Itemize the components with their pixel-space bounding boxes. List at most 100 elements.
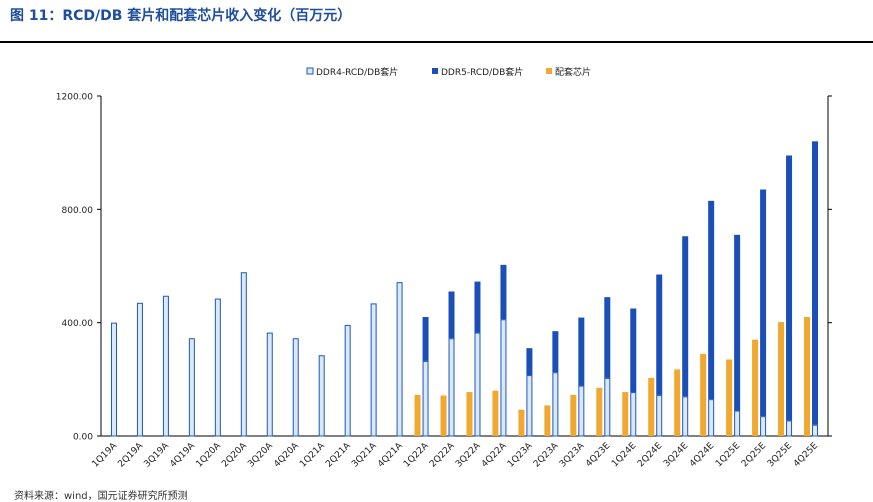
- bar-chip: [778, 322, 785, 436]
- title-rule: [0, 41, 873, 43]
- bar-ddr5: [786, 155, 793, 421]
- bar-ddr4: [526, 375, 533, 437]
- bar-ddr4: [630, 392, 637, 437]
- x-tick-label: 3Q22A: [454, 440, 483, 469]
- bar-ddr4: [214, 298, 221, 437]
- bar-ddr4: [708, 399, 715, 437]
- y-tick-label: 800.00: [62, 206, 94, 216]
- bar-ddr5: [760, 189, 767, 417]
- legend-label: 配套芯片: [555, 66, 591, 78]
- x-tick-label: 2Q23A: [532, 440, 561, 469]
- bar-ddr4: [292, 338, 299, 437]
- x-tick-label: 1Q22A: [402, 440, 431, 469]
- bar-ddr5: [630, 308, 637, 393]
- bar-chip: [700, 353, 707, 436]
- bar-chip: [492, 390, 499, 436]
- x-tick-label: 4Q22A: [480, 440, 509, 469]
- bar-ddr4: [682, 396, 689, 437]
- bar-ddr4: [604, 377, 611, 437]
- bar-ddr5: [422, 317, 429, 361]
- y-tick-label: 0.00: [73, 433, 93, 443]
- bar-chip: [726, 359, 733, 436]
- x-tick-label: 3Q20A: [246, 440, 275, 469]
- x-tick-label: 4Q21A: [376, 440, 405, 469]
- x-tick-label: 1Q20A: [194, 440, 223, 469]
- bar-ddr4: [266, 332, 273, 437]
- bar-chip: [466, 392, 473, 436]
- bar-chip: [674, 369, 681, 436]
- x-tick-label: 1Q19A: [91, 440, 120, 469]
- bar-ddr4: [578, 385, 585, 437]
- bar-ddr4: [370, 303, 377, 437]
- x-tick-label: 4Q23E: [584, 441, 612, 469]
- bar-ddr5: [578, 317, 585, 386]
- bar-chip: [414, 394, 421, 436]
- bar-chip: [648, 377, 655, 436]
- bar-ddr5: [500, 264, 507, 320]
- x-tick-label: 4Q19A: [168, 440, 197, 469]
- bar-ddr4: [396, 282, 403, 437]
- x-tick-label: 2Q20A: [220, 440, 249, 469]
- bar-ddr4: [422, 360, 429, 437]
- bar-ddr4: [318, 355, 325, 437]
- x-tick-label: 3Q24E: [662, 441, 690, 469]
- x-tick-label: 2Q21A: [324, 440, 353, 469]
- bar-chip: [544, 405, 551, 436]
- bar-ddr4: [760, 416, 767, 437]
- bar-ddr4: [344, 324, 351, 437]
- chart-bars: [110, 141, 819, 437]
- bar-ddr4: [734, 410, 741, 437]
- x-tick-label: 1Q23A: [506, 440, 535, 469]
- bar-chip: [570, 394, 577, 436]
- bar-ddr4: [448, 338, 455, 437]
- bar-chip: [596, 387, 603, 436]
- x-tick-label: 3Q25E: [766, 441, 794, 469]
- bar-ddr4: [552, 372, 559, 437]
- bar-ddr5: [812, 141, 819, 425]
- bar-ddr4: [500, 319, 507, 437]
- bar-ddr5: [604, 297, 611, 378]
- legend-swatch: [306, 67, 314, 75]
- bar-ddr4: [110, 322, 117, 437]
- bar-ddr5: [682, 236, 689, 397]
- x-tick-label: 1Q24E: [610, 441, 638, 469]
- bar-ddr4: [162, 295, 169, 437]
- x-tick-label: 4Q25E: [792, 441, 820, 469]
- x-tick-label: 4Q20A: [272, 440, 301, 469]
- x-tick-label: 4Q24E: [688, 441, 716, 469]
- bar-ddr4: [240, 272, 247, 437]
- x-tick-label: 1Q25E: [714, 441, 742, 469]
- legend-label: DDR5-RCD/DB套片: [441, 66, 523, 78]
- bar-ddr5: [552, 331, 559, 373]
- bar-ddr5: [526, 348, 533, 376]
- x-tick-labels: 1Q19A2Q19A3Q19A4Q19A1Q20A2Q20A3Q20A4Q20A…: [91, 440, 821, 469]
- bar-ddr4: [812, 424, 819, 437]
- figure-title: 图 11：RCD/DB 套片和配套芯片收入变化（百万元）: [10, 8, 352, 24]
- legend-label: DDR4-RCD/DB套片: [316, 66, 398, 78]
- x-tick-label: 2Q25E: [740, 441, 768, 469]
- bar-ddr4: [188, 338, 195, 437]
- bar-chip: [518, 409, 525, 436]
- bar-ddr5: [734, 234, 741, 411]
- bar-ddr5: [474, 281, 481, 333]
- bar-chip: [752, 339, 759, 436]
- chart-axes: 0.00 400.00 800.00 1200.00: [56, 93, 832, 443]
- bar-ddr5: [708, 200, 715, 400]
- chart-legend: DDR4-RCD/DB套片 DDR5-RCD/DB套片 配套芯片: [306, 66, 591, 78]
- x-tick-label: 1Q21A: [298, 440, 327, 469]
- bar-chip: [440, 395, 447, 436]
- legend-swatch: [546, 68, 552, 74]
- bar-ddr4: [136, 302, 143, 437]
- bar-ddr5: [448, 291, 455, 339]
- source-note: 资料来源：wind，国元证券研究所预测: [14, 491, 188, 502]
- bar-chip: [622, 392, 629, 436]
- x-tick-label: 2Q19A: [116, 440, 145, 469]
- y-tick-label: 400.00: [62, 319, 94, 329]
- bar-ddr4: [474, 332, 481, 437]
- legend-swatch: [432, 68, 438, 74]
- x-tick-label: 2Q24E: [636, 441, 664, 469]
- bar-chip: [804, 317, 811, 436]
- x-tick-label: 3Q21A: [350, 440, 379, 469]
- y-tick-label: 1200.00: [56, 93, 93, 103]
